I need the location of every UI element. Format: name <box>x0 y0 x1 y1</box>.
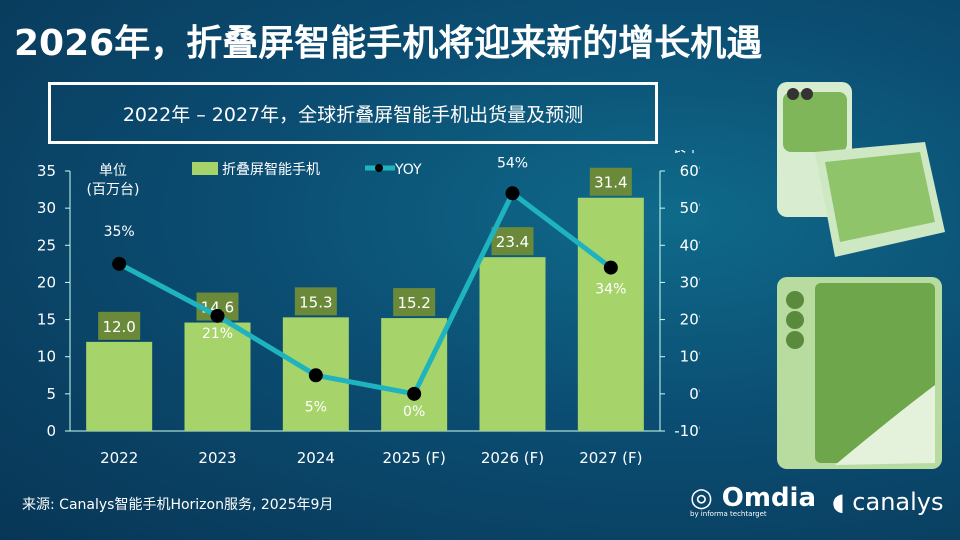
bar-label-bg <box>589 167 632 196</box>
right-tick-label: 50% <box>680 199 700 217</box>
logos: ◎ Omdia by informa techtarget ◖ canalys <box>690 485 944 518</box>
left-axis-unit: 单位 <box>99 163 127 179</box>
right-axis-label-2: 长率 <box>672 150 700 156</box>
yoy-line <box>117 189 613 397</box>
fold-phone-image <box>777 277 942 469</box>
bar-label-bg <box>98 311 141 340</box>
right-tick-label: 0% <box>689 385 700 403</box>
bar-label-bg <box>393 288 436 317</box>
x-tick-label: 2022 <box>100 449 138 467</box>
page-title: 2026年，折叠屏智能手机将迎来新的增长机遇 <box>14 23 763 64</box>
chart: 0 5 10 15 20 25 30 35 -10% 0% 10% 20% 30% 40% 50% 60% 20… <box>37 150 700 467</box>
flip-phone-image <box>777 82 945 257</box>
bar-data-label: 15.3 <box>299 293 332 311</box>
bar <box>184 322 251 431</box>
right-tick-label: 10% <box>680 348 700 366</box>
left-tick-label: 0 <box>46 422 56 440</box>
x-tick-label: 2025 (F) <box>383 449 446 467</box>
left-tick-label: 25 <box>37 236 56 254</box>
bar-data-label: 31.4 <box>594 174 627 192</box>
yoy-marker <box>505 186 520 201</box>
yoy-data-label: 0% <box>403 404 425 420</box>
subtitle-text: 2022年 – 2027年，全球折叠屏智能手机出货量及预测 <box>122 103 584 126</box>
left-tick-label: 10 <box>37 348 56 366</box>
legend-bar-swatch <box>192 162 218 175</box>
right-tick-label: 40% <box>680 236 700 254</box>
yoy-marker <box>308 368 323 383</box>
bar <box>479 257 546 431</box>
legend-bar-label: 折叠屏智能手机 <box>222 162 320 178</box>
legend-line-marker <box>375 164 383 172</box>
chart-subtitle: 2022年 – 2027年，全球折叠屏智能手机出货量及预测 <box>48 82 658 144</box>
right-tick-label: -10% <box>674 422 700 440</box>
left-tick-label: 15 <box>37 311 56 329</box>
left-tick-label: 30 <box>37 199 56 217</box>
yoy-data-label: 5% <box>305 399 327 415</box>
left-axis-unit-2: (百万台) <box>87 182 140 198</box>
yoy-data-label: 54% <box>497 155 528 171</box>
bar <box>86 341 153 431</box>
yoy-data-label: 34% <box>595 282 626 298</box>
bar-label-bg <box>491 227 534 256</box>
bar-label-bg <box>294 287 337 316</box>
left-tick-label: 20 <box>37 273 56 291</box>
omdia-logo: ◎ Omdia by informa techtarget <box>690 483 817 518</box>
yoy-marker <box>407 386 422 401</box>
x-tick-label: 2027 (F) <box>579 449 642 467</box>
bar <box>381 318 448 431</box>
yoy-marker <box>112 256 127 271</box>
x-tick-label: 2023 <box>198 449 236 467</box>
source-note: 来源: Canalys智能手机Horizon服务, 2025年9月 <box>22 497 334 513</box>
yoy-data-label: 35% <box>104 224 135 240</box>
bar-data-label: 15.2 <box>397 294 430 312</box>
left-tick-label: 5 <box>46 385 56 403</box>
canalys-logo: ◖ canalys <box>832 487 944 516</box>
x-tick-label: 2026 (F) <box>481 449 544 467</box>
bar-data-label: 23.4 <box>496 233 529 251</box>
bar <box>577 197 644 431</box>
right-tick-label: 20% <box>680 311 700 329</box>
yoy-data-label: 21% <box>202 326 233 342</box>
bar-data-label: 12.0 <box>102 318 135 336</box>
right-tick-label: 60% <box>680 162 700 180</box>
yoy-marker <box>210 308 225 323</box>
x-tick-label: 2024 <box>297 449 335 467</box>
legend: 折叠屏智能手机 YOY <box>192 162 422 178</box>
right-tick-label: 30% <box>680 273 700 291</box>
left-tick-label: 35 <box>37 162 56 180</box>
yoy-marker <box>603 260 618 275</box>
legend-line-label: YOY <box>394 162 422 178</box>
